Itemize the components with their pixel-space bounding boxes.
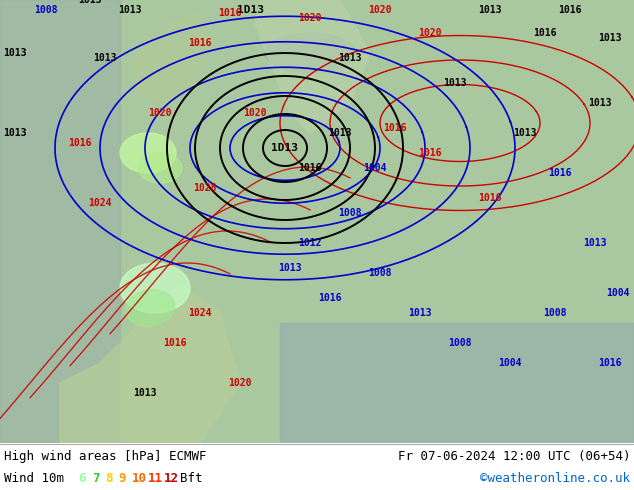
Text: 1024: 1024 (88, 198, 112, 208)
Text: 1020: 1020 (368, 5, 392, 15)
Text: 1008: 1008 (339, 208, 362, 218)
Text: 8: 8 (105, 472, 112, 485)
Text: 1013: 1013 (583, 238, 607, 248)
Text: 1013: 1013 (3, 128, 27, 138)
Text: 11: 11 (148, 472, 163, 485)
Text: 1008: 1008 (368, 268, 392, 278)
Text: 1016: 1016 (533, 28, 557, 38)
Text: 1016: 1016 (383, 123, 407, 133)
Text: 1016: 1016 (478, 193, 501, 203)
Text: 1016: 1016 (559, 5, 582, 15)
Text: 1004: 1004 (498, 358, 522, 368)
Text: 1024: 1024 (188, 308, 212, 318)
Text: 1013: 1013 (78, 0, 101, 5)
Text: 1016: 1016 (188, 38, 212, 48)
Text: 1016: 1016 (218, 8, 242, 18)
Text: 1013: 1013 (339, 53, 362, 63)
Text: 1004: 1004 (606, 288, 630, 298)
Text: 1008: 1008 (543, 308, 567, 318)
Ellipse shape (125, 290, 175, 326)
Text: High wind areas [hPa] ECMWF: High wind areas [hPa] ECMWF (4, 450, 207, 463)
Text: 1013: 1013 (588, 98, 612, 108)
Text: 1013: 1013 (93, 53, 117, 63)
Text: 12: 12 (164, 472, 179, 485)
Text: ©weatheronline.co.uk: ©weatheronline.co.uk (480, 472, 630, 485)
Bar (0, 0, 120, 443)
Text: 1013: 1013 (328, 128, 352, 138)
Ellipse shape (265, 33, 355, 73)
Text: 1013: 1013 (278, 263, 302, 273)
Text: 1004: 1004 (363, 163, 387, 173)
Text: 1020: 1020 (228, 378, 252, 388)
Text: 10: 10 (132, 472, 147, 485)
Ellipse shape (120, 133, 176, 173)
Text: 1016: 1016 (418, 148, 442, 158)
Text: 1013: 1013 (514, 128, 537, 138)
Text: 1012: 1012 (298, 238, 321, 248)
Text: 9: 9 (118, 472, 126, 485)
Text: 1016: 1016 (163, 338, 187, 348)
Text: 1013: 1013 (478, 5, 501, 15)
Text: Bft: Bft (180, 472, 202, 485)
Text: 1013: 1013 (119, 5, 142, 15)
Text: 1020: 1020 (148, 108, 172, 118)
Text: 1016: 1016 (68, 138, 92, 148)
Text: 1013: 1013 (133, 388, 157, 398)
Ellipse shape (138, 153, 182, 183)
Polygon shape (130, 13, 210, 103)
Text: 1016: 1016 (298, 163, 321, 173)
Text: 1008: 1008 (34, 5, 58, 15)
Text: 6: 6 (78, 472, 86, 485)
Text: 1D13: 1D13 (236, 5, 264, 15)
Text: 1016: 1016 (548, 168, 572, 178)
Text: 1013: 1013 (3, 48, 27, 58)
Text: Wind 10m: Wind 10m (4, 472, 64, 485)
Polygon shape (255, 0, 370, 133)
Text: Fr 07-06-2024 12:00 UTC (06+54): Fr 07-06-2024 12:00 UTC (06+54) (398, 450, 630, 463)
Polygon shape (60, 283, 240, 443)
Text: 1020: 1020 (418, 28, 442, 38)
Bar (280, 323, 634, 443)
Text: 1028: 1028 (193, 183, 217, 193)
Text: 1016: 1016 (598, 358, 622, 368)
Ellipse shape (120, 263, 190, 313)
Text: 1013: 1013 (598, 33, 622, 43)
Text: 1020: 1020 (243, 108, 267, 118)
Text: 7: 7 (92, 472, 100, 485)
Text: 1016: 1016 (318, 293, 342, 303)
Text: 1D13: 1D13 (271, 143, 299, 153)
Text: 1013: 1013 (408, 308, 432, 318)
Text: 1020: 1020 (298, 13, 321, 23)
Text: 1008: 1008 (448, 338, 472, 348)
Text: 1013: 1013 (443, 78, 467, 88)
